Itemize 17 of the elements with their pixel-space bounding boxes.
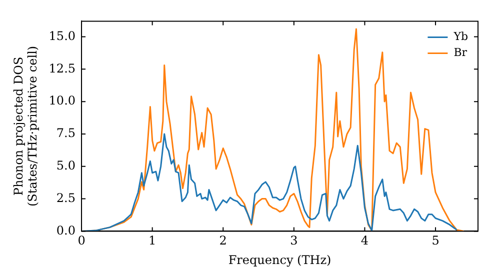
y-tick-label: 12.5 [48,61,76,76]
y-tick-label: 5.0 [56,158,76,173]
x-tick-label: 5 [432,234,440,248]
y-tick-label: 7.5 [56,126,76,140]
x-axis-title: Frequency (THz) [228,252,332,267]
y-tick-label: 2.5 [56,190,76,205]
x-tick-label: 1 [148,234,156,248]
legend-label: Yb [452,30,468,44]
y-tick-label: 10.0 [48,94,76,108]
legend-label: Br [454,46,468,60]
x-tick-label: 4 [360,234,369,248]
y-tick-label: 0.0 [56,223,76,238]
x-tick-label: 3 [290,234,298,248]
y-axis-title: Phonon projected DOS (States/THz·primitive cell) [11,46,40,207]
y-tick-label: 15.0 [48,28,76,43]
x-tick-label: 2 [219,234,227,248]
x-tick-label: 0 [78,234,86,248]
